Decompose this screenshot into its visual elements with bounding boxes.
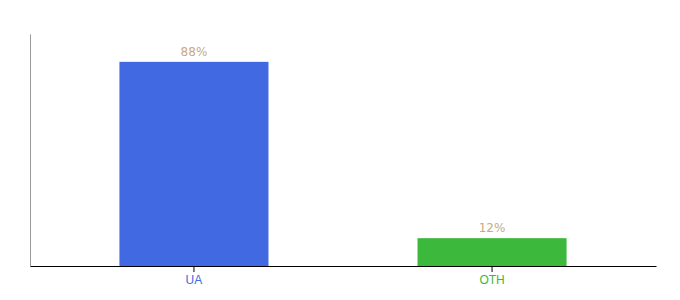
data-label: 12% — [479, 221, 506, 235]
x-axis: UA OTH — [31, 266, 657, 287]
x-tick: OTH — [479, 266, 504, 287]
y-axis-line — [30, 35, 31, 267]
chart: UA OTH 88% 12% — [0, 0, 680, 300]
x-tick-label: UA — [186, 273, 203, 287]
bars — [119, 62, 566, 266]
bar — [119, 62, 268, 266]
data-label: 88% — [181, 45, 208, 59]
x-axis-line — [31, 266, 657, 267]
data-labels: 88% 12% — [181, 45, 506, 235]
x-tick-mark — [193, 266, 194, 272]
x-tick-mark — [492, 266, 493, 272]
x-tick: UA — [186, 266, 203, 287]
y-axis — [30, 35, 31, 267]
plot: UA OTH 88% 12% — [31, 35, 657, 287]
bar — [418, 238, 567, 266]
x-tick-label: OTH — [479, 273, 504, 287]
